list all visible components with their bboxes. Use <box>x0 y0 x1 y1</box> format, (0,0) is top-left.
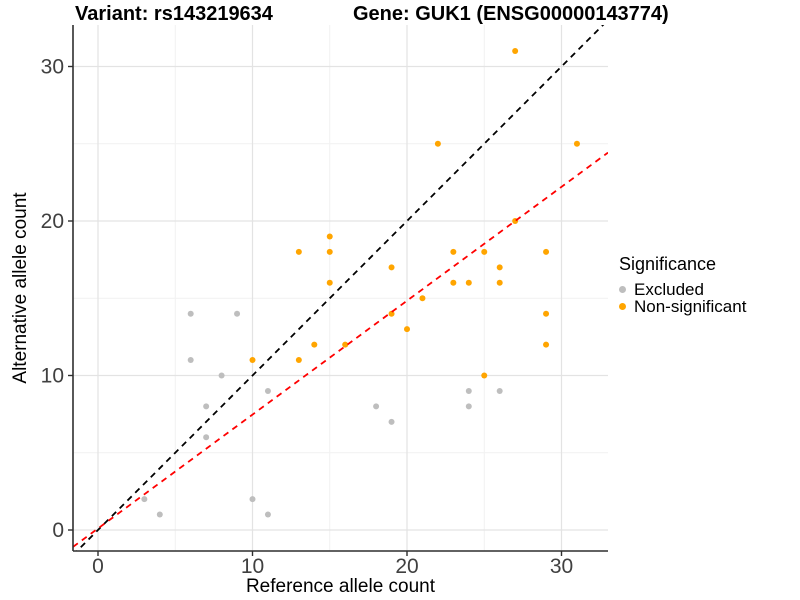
x-axis-label: Reference allele count <box>245 576 436 597</box>
identity-line <box>75 25 605 551</box>
data-point-excluded <box>218 372 225 379</box>
data-point-excluded <box>496 387 503 394</box>
y-tick-label: 10 <box>41 365 64 388</box>
legend-item-non-significant: Non-significant <box>619 296 747 316</box>
data-point-excluded <box>234 310 241 317</box>
data-point-non-significant <box>326 233 333 240</box>
data-point-non-significant <box>342 341 349 348</box>
data-point-non-significant <box>404 326 410 333</box>
data-point-excluded <box>388 418 395 425</box>
data-point-non-significant <box>543 310 550 317</box>
data-point-non-significant <box>512 48 519 55</box>
data-point-excluded <box>141 496 148 503</box>
data-point-non-significant <box>326 248 333 255</box>
data-point-non-significant <box>481 248 488 255</box>
data-point-non-significant <box>543 341 550 348</box>
data-point-non-significant <box>434 140 441 147</box>
legend-dot-icon <box>619 286 626 293</box>
data-point-non-significant <box>496 264 503 271</box>
data-point-non-significant <box>326 279 333 286</box>
data-point-non-significant <box>496 279 503 286</box>
legend-item-excluded: Excluded <box>619 279 746 299</box>
data-point-excluded <box>373 403 380 410</box>
data-point-excluded <box>465 387 472 394</box>
data-point-excluded <box>249 496 256 503</box>
data-point-non-significant <box>388 310 395 317</box>
data-point-non-significant <box>311 341 318 348</box>
data-point-excluded <box>187 357 194 364</box>
data-point-excluded <box>465 403 472 410</box>
data-point-excluded <box>264 511 271 518</box>
legend: Significance Excluded Non-significant <box>619 254 747 316</box>
legend-item-label: Excluded <box>634 279 704 299</box>
data-point-non-significant <box>543 248 550 255</box>
y-axis-label: Alternative allele count <box>10 192 31 384</box>
x-tick-label: 20 <box>395 555 418 578</box>
legend-items: Excluded Non-significant <box>619 279 747 316</box>
data-point-non-significant <box>573 140 580 147</box>
data-point-excluded <box>203 434 210 441</box>
y-tick-label: 20 <box>41 210 64 233</box>
data-point-non-significant <box>295 357 302 364</box>
data-point-non-significant <box>481 372 488 379</box>
legend-title: Significance <box>619 254 717 274</box>
x-tick-label: 30 <box>550 555 573 578</box>
data-point-non-significant <box>388 264 395 271</box>
plot-title-variant: Variant: rs143219634 <box>75 3 273 25</box>
legend-item-label: Non-significant <box>634 296 747 316</box>
plot-title-gene: Gene: GUK1 (ENSG00000143774) <box>353 3 669 25</box>
x-tick-label: 10 <box>241 555 264 578</box>
x-tick-label: 0 <box>92 555 104 578</box>
fit-line <box>73 151 608 548</box>
data-point-non-significant <box>465 279 472 286</box>
data-point-excluded <box>203 403 210 410</box>
y-tick-label: 0 <box>52 519 64 542</box>
data-point-excluded <box>156 511 163 518</box>
data-point-non-significant <box>249 357 256 364</box>
data-point-non-significant <box>450 248 457 255</box>
data-point-non-significant <box>450 279 457 286</box>
y-tick-label: 30 <box>41 56 64 79</box>
data-point-excluded <box>264 387 271 394</box>
data-point-non-significant <box>295 248 302 255</box>
data-point-excluded <box>187 310 194 317</box>
data-point-non-significant <box>419 295 426 302</box>
legend-dot-icon <box>619 303 626 310</box>
